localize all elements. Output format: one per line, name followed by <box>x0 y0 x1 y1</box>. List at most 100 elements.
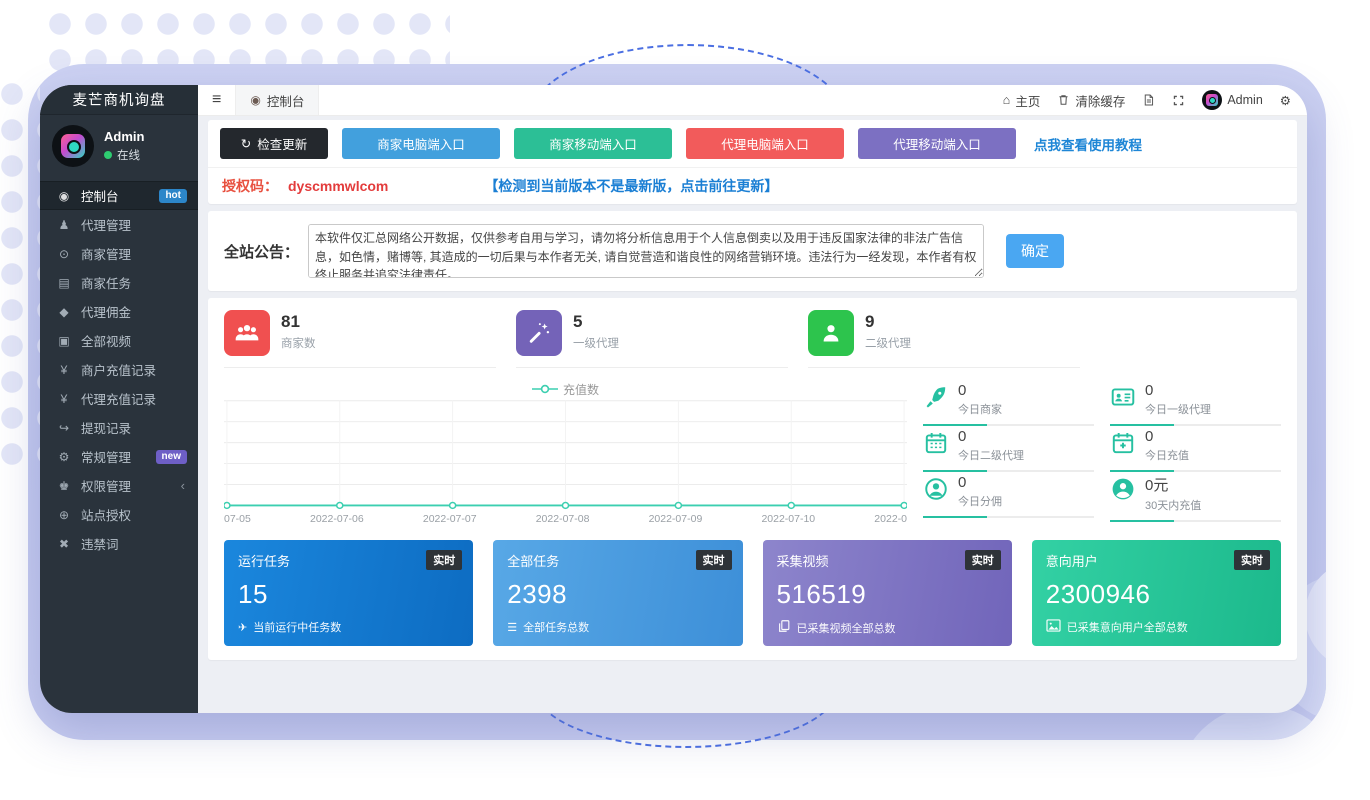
home-label: 主页 <box>1015 94 1041 109</box>
sidebar-item-label: 全部视频 <box>81 335 132 349</box>
today-stat-value: 0 <box>958 474 967 491</box>
user-circle-icon <box>923 476 949 502</box>
accent-underline <box>923 424 1094 426</box>
sidebar-item-label: 商家任务 <box>81 277 132 291</box>
calendar-plus-icon <box>1110 430 1136 456</box>
entry-button-0[interactable]: 商家电脑端入口 <box>342 128 500 159</box>
update-notice-link[interactable]: 【检测到当前版本不是最新版，点击前往更新】 <box>484 178 779 194</box>
settings-button[interactable]: ⚙ <box>1280 93 1291 108</box>
card-description: ☰ 全部任务总数 <box>507 621 590 635</box>
metric-cards-row: 运行任务 实时 15 ✈ 当前运行中任务数 全部任务 实时 2398 ☰ 全部任务总数… <box>224 540 1281 646</box>
tutorial-link[interactable]: 点我查看使用教程 <box>1034 137 1142 153</box>
today-stat-value: 0 <box>958 428 967 445</box>
app-window: 麦芒商机询盘 Admin 在线 ◉ 控制台 hot ♟ 代理管理 ⊙ 商家管理 ▤ 商家… <box>40 85 1307 713</box>
stat-value: 9 <box>865 312 875 331</box>
confirm-button[interactable]: 确定 <box>1006 234 1064 268</box>
videos-icon: ▣ <box>58 333 70 348</box>
stat-value: 81 <box>281 312 300 331</box>
online-dot-icon <box>104 151 112 159</box>
user-status: 在线 <box>104 147 144 163</box>
today-stat: 0 今日分佣 <box>923 472 1094 522</box>
sidebar-item-11[interactable]: ⊕ 站点授权 <box>40 500 198 529</box>
user-avatar[interactable] <box>52 125 94 167</box>
clear-cache-button[interactable]: 清除缓存 <box>1057 91 1125 110</box>
chart-legend[interactable]: 充值数 <box>224 380 907 398</box>
x-tick-label: 2022-07-10 <box>761 513 816 525</box>
page-refresh-button[interactable] <box>1142 93 1155 107</box>
home-button[interactable]: ⌂ 主页 <box>1003 91 1041 110</box>
sidebar: 麦芒商机询盘 Admin 在线 ◉ 控制台 hot ♟ 代理管理 ⊙ 商家管理 ▤ 商家… <box>40 85 198 713</box>
today-stat-label: 今日二级代理 <box>958 450 1024 462</box>
accent-underline <box>1110 470 1281 472</box>
announcement-textarea[interactable]: 本软件仅汇总网络公开数据，仅供参考自用与学习，请勿将分析信息用于个人信息倒卖以及… <box>308 224 984 278</box>
sidebar-item-8[interactable]: ↪ 提现记录 <box>40 413 198 442</box>
x-tick-label: 2022-07-07 <box>422 513 477 525</box>
home-icon: ⌂ <box>1002 93 1011 107</box>
topbar-right: ⌂ 主页 清除缓存 Admin ⚙ <box>1003 90 1307 110</box>
entry-button-1[interactable]: 商家移动端入口 <box>514 128 672 159</box>
permissions-icon: ♚ <box>58 478 70 493</box>
x-tick-label: 2022-07-09 <box>648 513 703 525</box>
today-stat-label: 30天内充值 <box>1145 500 1202 512</box>
sidebar-item-2[interactable]: ⊙ 商家管理 <box>40 239 198 268</box>
license-code: dyscmmwlcom <box>288 178 389 194</box>
today-stat-value: 0 <box>1145 428 1154 445</box>
topbar-user[interactable]: Admin <box>1202 90 1263 110</box>
agent-recharge-icon: ¥ <box>60 391 68 406</box>
card-description: 已采集视频全部总数 <box>777 619 998 636</box>
today-stat-value: 0 <box>1145 382 1154 399</box>
today-stat-value: 0 <box>958 382 967 399</box>
topbar: ≡ ◉ 控制台 ⌂ 主页 清除缓存 <box>198 85 1307 116</box>
sidebar-item-7[interactable]: ¥ 代理充值记录 <box>40 384 198 413</box>
toolbar-panel: ↻ 检查更新 商家电脑端入口 商家移动端入口 代理电脑端入口 代理移动端入口 点我查看… <box>208 120 1297 204</box>
x-tick-label: 2022-0 <box>874 513 907 525</box>
trash-icon <box>1057 93 1070 107</box>
fullscreen-button[interactable] <box>1172 94 1185 107</box>
sidebar-badge: new <box>155 449 187 464</box>
summary-stats: 81 商家数 5 一级代理 9 二级代理 <box>224 310 1281 368</box>
today-stat: 0元 30天内充值 <box>1110 472 1281 522</box>
withdraw-icon: ↪ <box>58 420 70 435</box>
summary-stat: 81 商家数 <box>224 310 496 368</box>
agents-icon: ♟ <box>58 217 70 232</box>
today-stat: 0 今日二级代理 <box>923 426 1094 472</box>
check-update-button[interactable]: ↻ 检查更新 <box>220 128 328 159</box>
sidebar-item-5[interactable]: ▣ 全部视频 <box>40 326 198 355</box>
expand-icon <box>1172 94 1185 107</box>
user-icon <box>808 310 854 356</box>
entry-button-2[interactable]: 代理电脑端入口 <box>686 128 844 159</box>
entry-button-3[interactable]: 代理移动端入口 <box>858 128 1016 159</box>
file-icon <box>1142 93 1155 107</box>
sidebar-user-panel: Admin 在线 <box>40 115 198 179</box>
sidebar-item-10[interactable]: ♚ 权限管理 ‹ <box>40 471 198 500</box>
summary-stat: 5 一级代理 <box>516 310 788 368</box>
sidebar-item-3[interactable]: ▤ 商家任务 <box>40 268 198 297</box>
sidebar-item-4[interactable]: ◆ 代理佣金 <box>40 297 198 326</box>
sidebar-item-label: 常规管理 <box>81 451 132 465</box>
user-status-label: 在线 <box>117 150 140 162</box>
sidebar-item-9[interactable]: ⚙ 常规管理 new <box>40 442 198 471</box>
sidebar-item-label: 代理充值记录 <box>81 393 157 407</box>
recharge-chart: 充值数 07-05 2022-07-06 2022-07-07 2022-07-08 2… <box>224 380 907 525</box>
realtime-badge: 实时 <box>426 550 463 570</box>
hamburger-menu-icon[interactable]: ≡ <box>212 91 222 108</box>
card-title: 运行任务 <box>238 554 291 569</box>
chart-x-axis-labels: 07-05 2022-07-06 2022-07-07 2022-07-08 2022-… <box>224 513 907 525</box>
sidebar-item-0[interactable]: ◉ 控制台 hot <box>40 181 198 210</box>
sidebar-item-6[interactable]: ¥ 商户充值记录 <box>40 355 198 384</box>
metric-card-1: 全部任务 实时 2398 ☰ 全部任务总数 <box>493 540 743 646</box>
sidebar-item-1[interactable]: ♟ 代理管理 <box>40 210 198 239</box>
sidebar-item-label: 代理管理 <box>81 219 132 233</box>
main-area: ≡ ◉ 控制台 ⌂ 主页 清除缓存 <box>198 85 1307 713</box>
tab-dashboard[interactable]: ◉ 控制台 <box>235 85 320 115</box>
tab-label: 控制台 <box>266 94 305 109</box>
x-tick-label: 2022-07-06 <box>310 513 364 525</box>
card-value: 516519 <box>776 579 867 609</box>
x-tick-label: 07-05 <box>224 513 251 525</box>
accent-underline <box>923 516 1094 518</box>
sidebar-menu: ◉ 控制台 hot ♟ 代理管理 ⊙ 商家管理 ▤ 商家任务 ◆ 代理佣金 ▣ 全部视频 ¥ … <box>40 179 198 713</box>
idcard-icon <box>1110 384 1136 410</box>
chevron-left-icon: ‹ <box>180 478 185 493</box>
banned-words-icon: ✖ <box>58 536 70 551</box>
sidebar-item-12[interactable]: ✖ 违禁词 <box>40 529 198 558</box>
